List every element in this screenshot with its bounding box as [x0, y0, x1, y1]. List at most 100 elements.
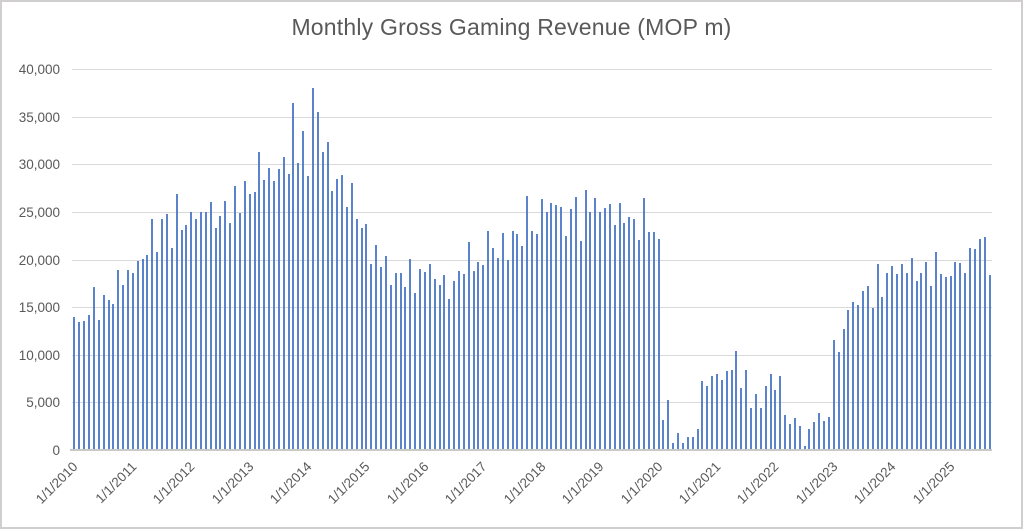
- bar: [248, 194, 251, 450]
- bar: [419, 269, 422, 450]
- bar: [297, 162, 300, 450]
- bar: [190, 211, 193, 450]
- bar: [954, 261, 957, 450]
- bar: [307, 176, 310, 450]
- bar: [146, 254, 149, 450]
- x-tick-label: 1/1/2024: [851, 459, 899, 507]
- bar: [336, 179, 339, 450]
- bar: [462, 274, 465, 450]
- x-tick-label: 1/1/2021: [675, 459, 724, 507]
- bar: [696, 428, 699, 450]
- bar: [818, 412, 821, 450]
- bar: [608, 203, 611, 450]
- bar: [910, 257, 913, 450]
- bar: [234, 186, 237, 450]
- bar: [360, 228, 363, 450]
- bar: [599, 212, 602, 450]
- bar: [647, 232, 650, 450]
- bar: [735, 350, 738, 450]
- bar: [112, 304, 115, 450]
- bar: [258, 151, 261, 450]
- x-tick-label: 1/1/2012: [150, 459, 198, 507]
- bar: [273, 180, 275, 450]
- bar: [862, 291, 864, 450]
- bar: [959, 262, 962, 450]
- bar: [195, 218, 198, 450]
- bar: [560, 207, 563, 450]
- x-tick-label: 1/1/2020: [617, 459, 666, 507]
- bar: [964, 272, 967, 450]
- bar: [409, 258, 412, 450]
- bar: [988, 275, 991, 450]
- bar: [837, 351, 840, 450]
- bar: [78, 321, 81, 450]
- gridline: [72, 69, 992, 70]
- bar: [302, 131, 305, 450]
- bar: [316, 112, 319, 450]
- bar: [930, 285, 933, 450]
- bar: [526, 196, 529, 450]
- bar: [939, 274, 942, 450]
- bar: [531, 230, 533, 450]
- bar: [438, 284, 441, 450]
- bar: [774, 389, 777, 450]
- bar: [793, 418, 796, 450]
- bar: [686, 437, 689, 450]
- x-tick-label: 1/1/2023: [792, 459, 841, 507]
- bar: [535, 233, 538, 450]
- bar: [983, 237, 986, 450]
- bar: [224, 201, 227, 450]
- bar: [380, 267, 383, 450]
- bar: [88, 314, 91, 450]
- bar: [886, 273, 889, 450]
- bar: [97, 320, 100, 450]
- bar: [565, 235, 568, 450]
- gridline: [72, 164, 992, 166]
- bar: [355, 218, 358, 450]
- x-tick-label: 1/1/2010: [33, 459, 82, 507]
- bar: [871, 307, 874, 450]
- bar: [842, 328, 845, 450]
- bar: [925, 261, 928, 450]
- bar: [341, 174, 344, 450]
- bar: [594, 197, 597, 450]
- bar: [730, 369, 733, 450]
- bar: [107, 299, 110, 450]
- bar: [949, 276, 952, 450]
- bar: [740, 387, 743, 450]
- bar: [662, 420, 665, 450]
- bar: [579, 240, 582, 450]
- bar: [935, 251, 938, 450]
- bar: [691, 437, 694, 450]
- y-tick-label: 15,000: [18, 300, 60, 316]
- bar: [715, 373, 718, 450]
- chart-title: Monthly Gross Gaming Revenue (MOP m): [291, 14, 732, 40]
- bar: [521, 246, 524, 450]
- bar: [969, 248, 972, 450]
- bar: [151, 218, 154, 450]
- y-tick-label: 0: [52, 443, 60, 458]
- bar: [384, 256, 387, 450]
- bar: [896, 273, 899, 450]
- bar: [389, 284, 392, 450]
- bar: [701, 380, 704, 450]
- bar: [321, 151, 324, 450]
- y-tick-label: 25,000: [18, 204, 60, 220]
- y-tick-label: 35,000: [18, 109, 60, 125]
- bar: [920, 272, 923, 450]
- x-axis-line: [70, 449, 992, 451]
- x-tick-label: 1/1/2011: [92, 459, 140, 507]
- bar: [394, 272, 397, 450]
- x-tick-label: 1/1/2015: [325, 459, 374, 507]
- bar: [589, 211, 592, 450]
- bar: [725, 370, 728, 450]
- bar: [847, 309, 850, 450]
- x-tick-label: 1/1/2019: [558, 459, 607, 507]
- bar: [545, 212, 548, 450]
- bar: [779, 376, 782, 450]
- bar: [720, 380, 723, 450]
- bar: [423, 272, 426, 450]
- bar: [613, 225, 616, 450]
- bar: [706, 385, 709, 450]
- x-tick-label: 1/1/2018: [500, 459, 549, 507]
